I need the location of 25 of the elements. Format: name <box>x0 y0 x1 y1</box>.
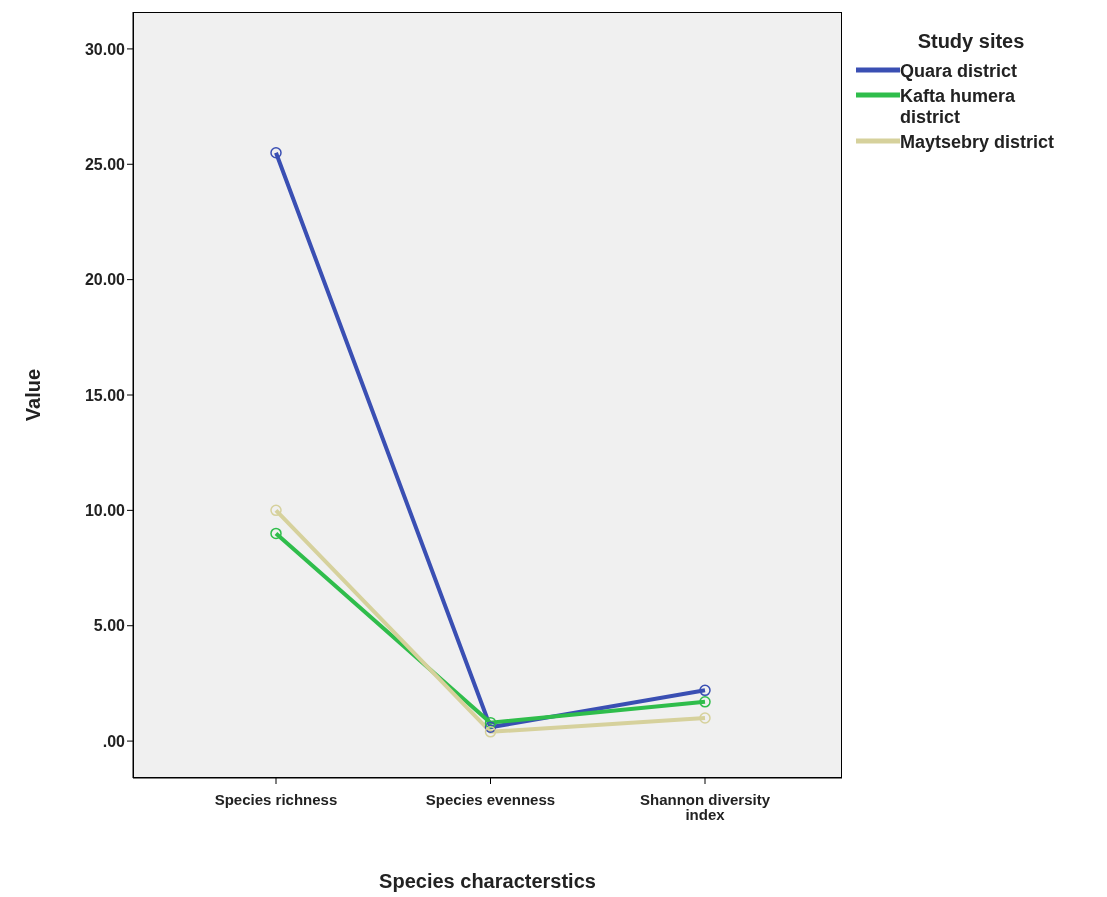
point <box>484 716 497 729</box>
y-tick-label: 30.00 <box>84 40 126 58</box>
legend-label: Maytsebry district <box>900 132 1056 153</box>
point <box>484 726 497 738</box>
x-tick-label: Shannon diversity index <box>639 790 771 823</box>
point <box>699 684 711 697</box>
x-tick-label: Species evenness <box>425 790 556 808</box>
point <box>484 721 497 733</box>
point <box>270 146 282 159</box>
y-tick-label: .00 <box>102 732 126 750</box>
x-tick-label: Species richness <box>214 790 338 808</box>
point <box>699 696 711 708</box>
y-tick-label: 15.00 <box>84 386 126 404</box>
y-tick-label: 25.00 <box>84 155 126 173</box>
y-axis-title: Value <box>22 368 45 422</box>
y-tick-label: 5.00 <box>93 617 126 635</box>
legend-title: Study sites <box>916 30 1026 53</box>
legend-label: Quara district <box>900 61 1019 82</box>
point <box>270 504 282 517</box>
legend-label: Kafta humera district <box>900 86 1017 128</box>
point <box>270 527 282 540</box>
y-tick-label: 20.00 <box>84 271 126 289</box>
point <box>699 712 711 724</box>
y-tick-label: 10.00 <box>84 502 126 520</box>
x-axis-title: Species characterstics <box>379 870 596 892</box>
